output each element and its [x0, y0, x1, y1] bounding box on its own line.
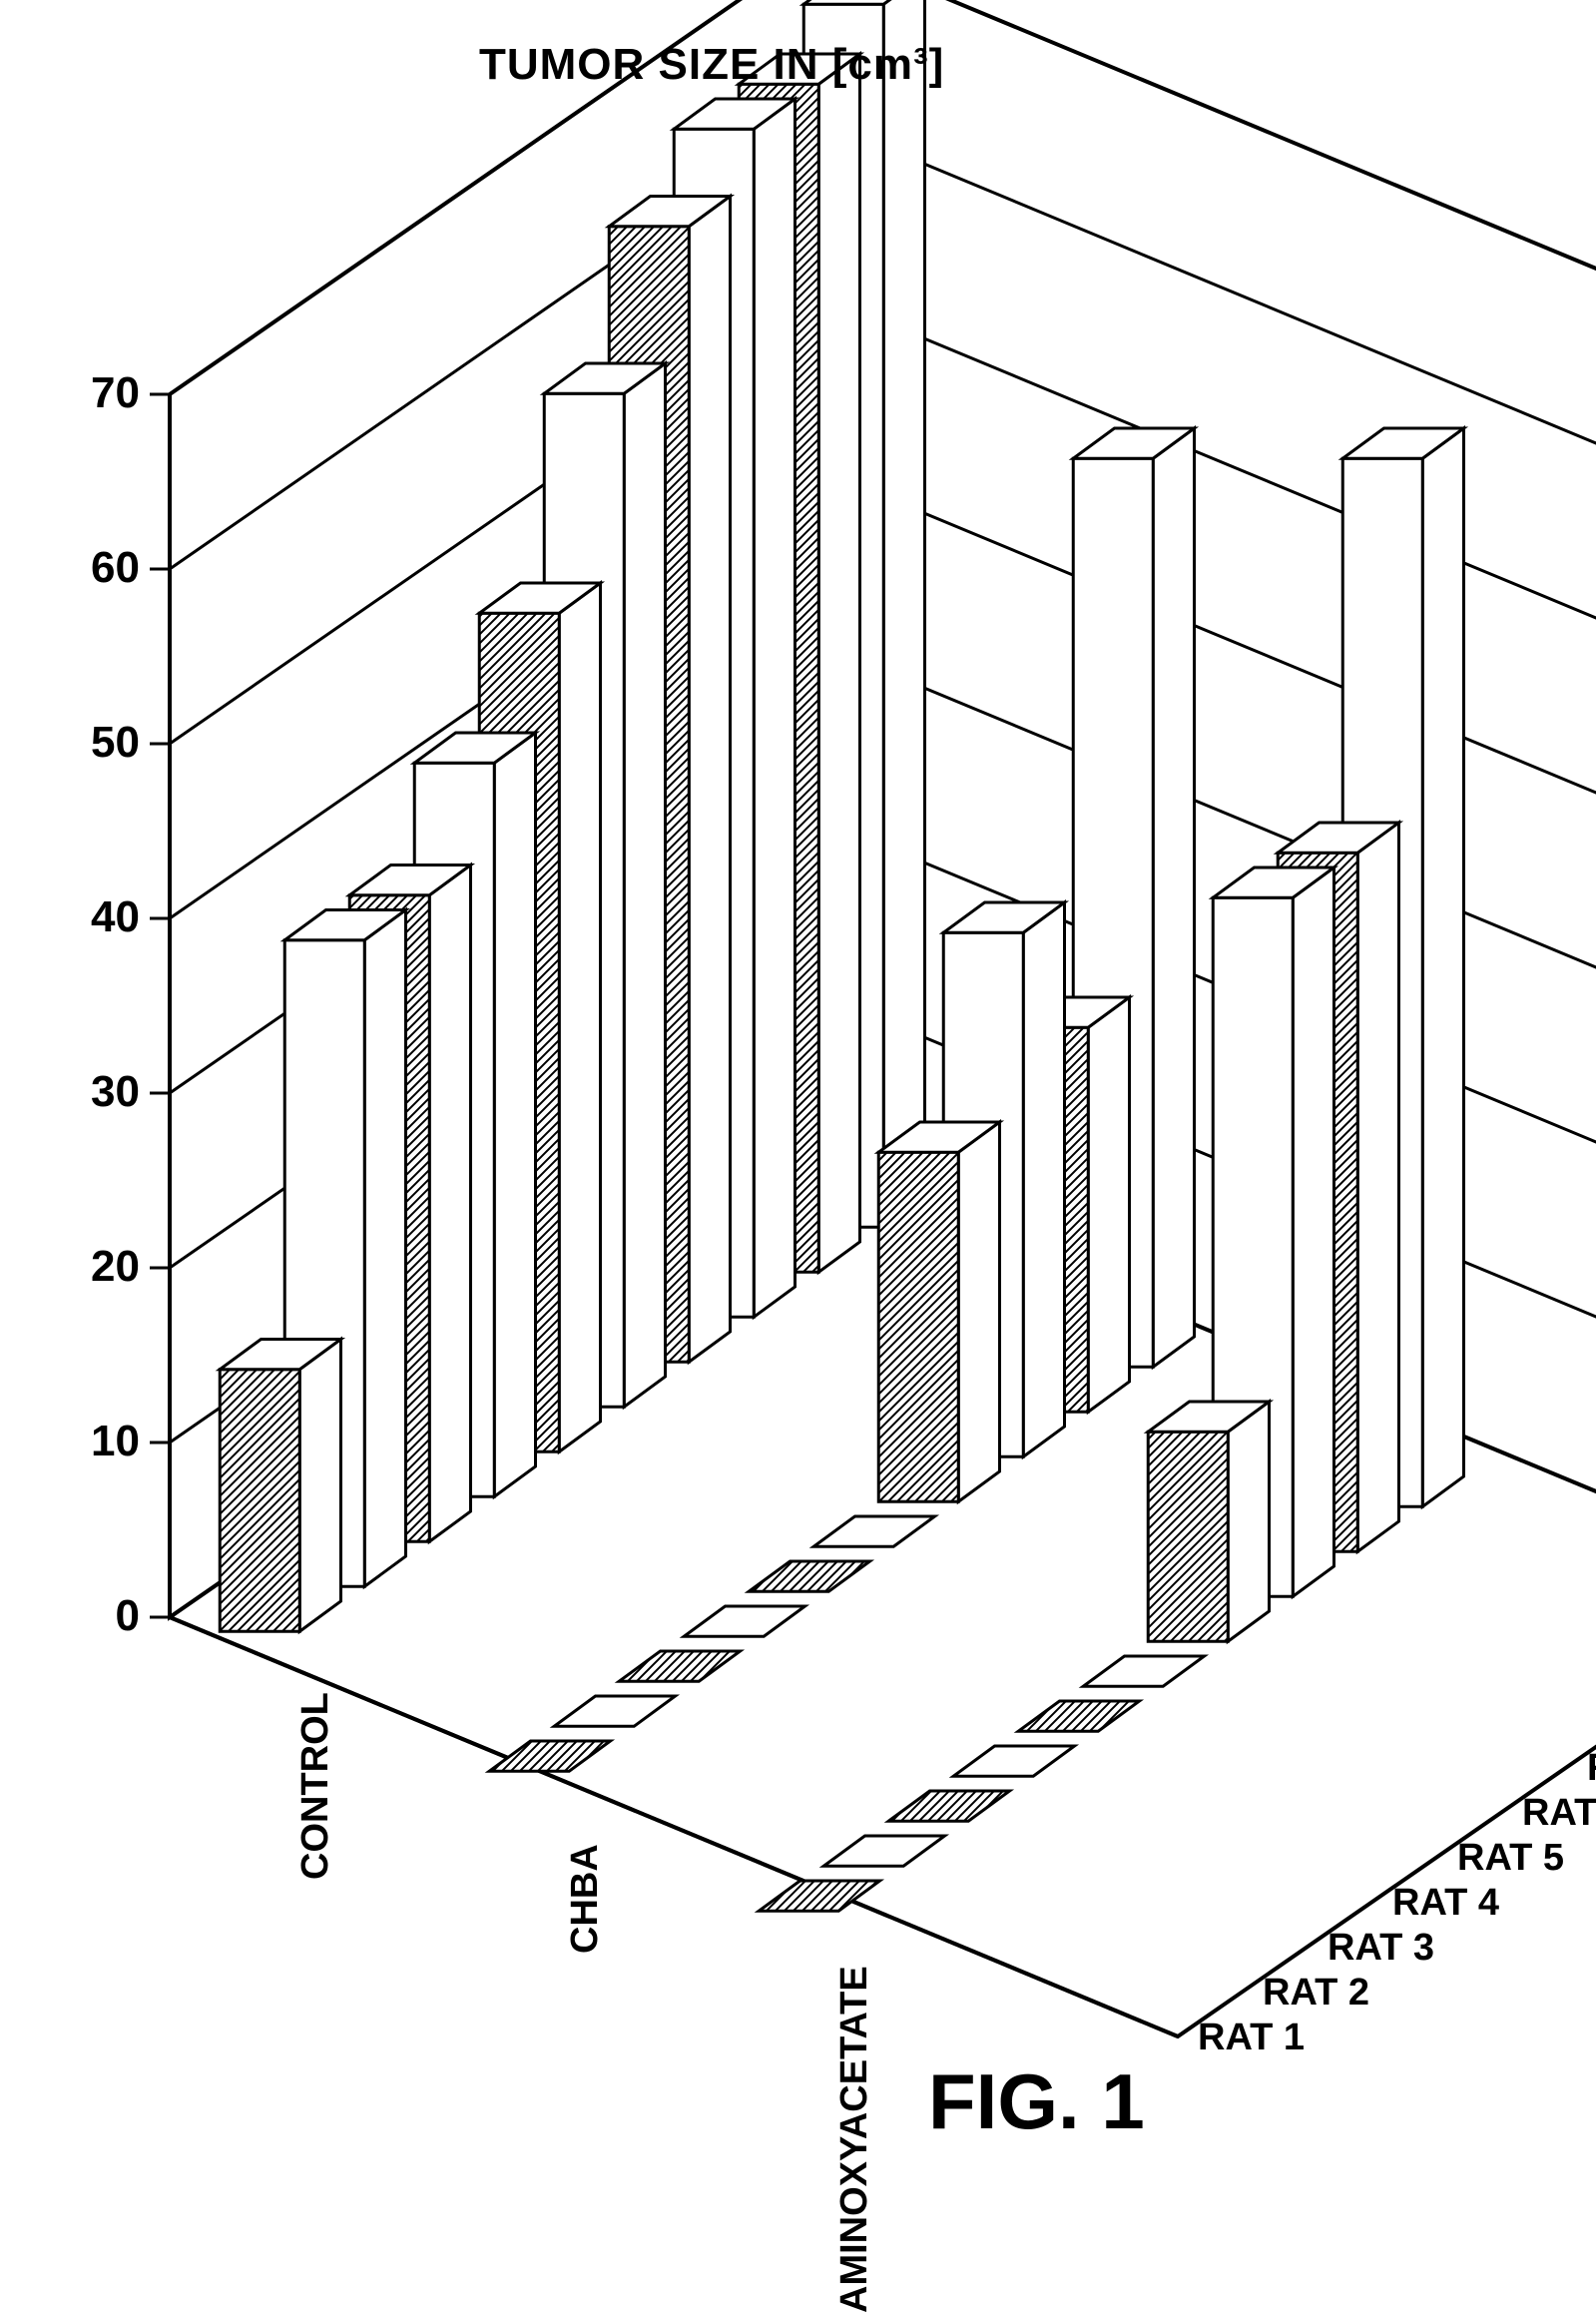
depth-label-0: RAT 1	[1198, 2017, 1305, 2059]
depth-label-1: RAT 2	[1263, 1972, 1369, 2015]
chart-title: TUMOR SIZE IN [cm³]	[479, 40, 944, 90]
chart-stage: TUMOR SIZE IN [cm³] FIG. 1 0 10 20 30 40 50 60…	[0, 0, 1596, 2245]
depth-label-2: RAT 3	[1328, 1927, 1434, 1970]
category-label-2: AMINOXYACETATE	[833, 1966, 876, 2313]
bar-side	[818, 54, 859, 1272]
bar-front	[878, 1152, 958, 1501]
category-label-1: CHBA	[564, 1844, 607, 1954]
bar-side	[494, 733, 535, 1496]
y-tick-60: 60	[60, 543, 140, 593]
bar-side	[958, 1122, 999, 1501]
y-tick-10: 10	[60, 1417, 140, 1466]
bar-side	[624, 363, 665, 1407]
bar-side	[559, 583, 600, 1451]
bar-side	[364, 910, 405, 1587]
depth-label-4: RAT 5	[1457, 1837, 1564, 1880]
bar-side	[689, 197, 730, 1363]
bar-side	[1153, 428, 1194, 1367]
bar-side	[883, 0, 924, 1227]
y-tick-20: 20	[60, 1242, 140, 1292]
bar-side	[299, 1340, 340, 1632]
bar-side	[1357, 823, 1398, 1551]
category-label-0: CONTROL	[294, 1692, 337, 1880]
y-tick-50: 50	[60, 718, 140, 768]
bar-front	[1148, 1432, 1228, 1641]
bar-side	[1228, 1402, 1269, 1641]
depth-label-5: RAT 6	[1522, 1792, 1596, 1835]
y-tick-30: 30	[60, 1067, 140, 1117]
depth-label-6: RAT 7	[1587, 1747, 1596, 1790]
y-tick-0: 0	[60, 1591, 140, 1641]
bar-side	[1422, 428, 1463, 1506]
bar-side	[754, 99, 795, 1317]
y-tick-70: 70	[60, 368, 140, 418]
depth-label-3: RAT 4	[1392, 1882, 1499, 1925]
chart-svg	[0, 0, 1596, 2245]
figure-label: FIG. 1	[928, 2056, 1145, 2147]
bar-side	[1293, 867, 1333, 1596]
bar-front	[220, 1370, 299, 1632]
bar-side	[429, 866, 470, 1542]
bar-side	[1023, 902, 1064, 1456]
bar-side	[1088, 997, 1129, 1412]
y-tick-40: 40	[60, 892, 140, 942]
